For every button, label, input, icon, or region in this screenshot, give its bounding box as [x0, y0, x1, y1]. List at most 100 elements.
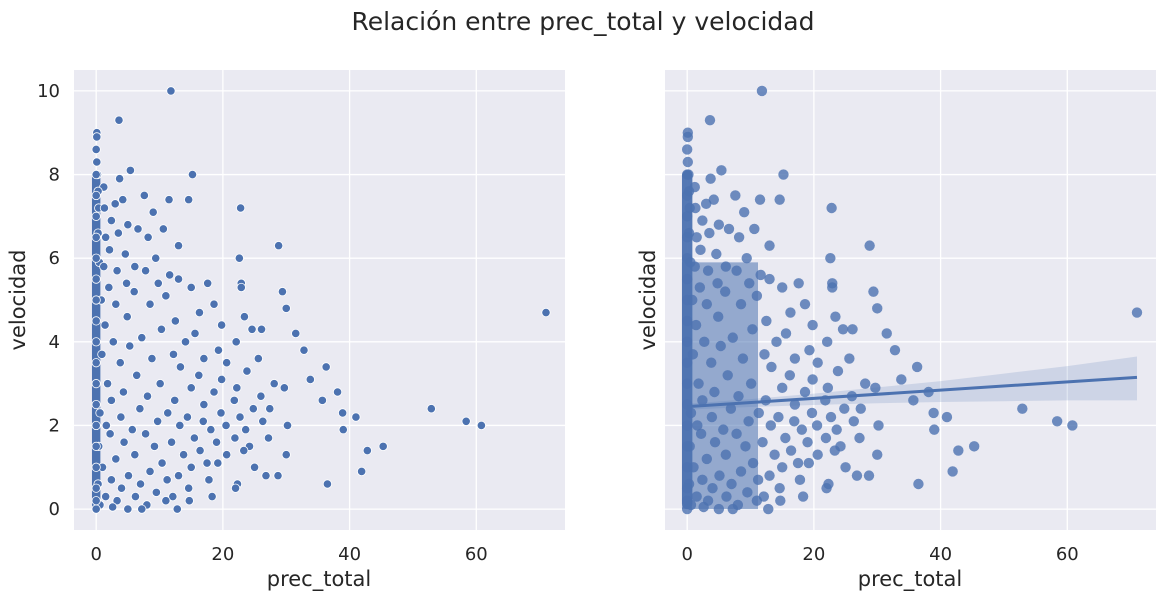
- left-data-point: [180, 337, 191, 347]
- left-data-point: [222, 358, 232, 368]
- left-data-point: [426, 404, 436, 414]
- left-data-point: [155, 379, 165, 389]
- right-data-point: [682, 131, 694, 143]
- right-data-point: [691, 491, 702, 502]
- left-data-point: [137, 504, 147, 514]
- right-data-point: [681, 273, 693, 285]
- right-data-point: [911, 361, 923, 373]
- left-data-point: [106, 475, 116, 485]
- left-data-point: [476, 420, 486, 431]
- left-data-point: [182, 412, 193, 422]
- left-data-point: [111, 299, 121, 309]
- right-data-point: [881, 328, 892, 339]
- right-data-point: [727, 332, 738, 343]
- left-data-point: [263, 433, 274, 443]
- right-data-point: [766, 361, 777, 373]
- left-y-tick-label-0: 0: [49, 499, 60, 520]
- left-data-point: [165, 270, 175, 280]
- right-data-point: [727, 503, 738, 515]
- right-data-point: [872, 449, 883, 460]
- left-data-point: [338, 408, 348, 418]
- left-data-point: [110, 199, 120, 209]
- left-data-point: [91, 358, 101, 368]
- left-data-point: [130, 261, 140, 272]
- right-data-point: [681, 482, 693, 494]
- left-data-point: [142, 391, 153, 401]
- left-data-point: [147, 353, 157, 364]
- left-data-point: [112, 266, 122, 276]
- left-data-point: [274, 241, 284, 251]
- right-data-point: [744, 278, 755, 289]
- right-data-point: [803, 457, 815, 469]
- right-data-point: [789, 416, 800, 427]
- left-data-point: [231, 337, 241, 347]
- right-data-point: [681, 144, 693, 155]
- right-data-point: [825, 252, 836, 264]
- left-data-point: [158, 224, 168, 234]
- right-data-point: [706, 411, 718, 423]
- left-data-point: [166, 437, 177, 447]
- left-x-tick-label-20: 20: [211, 544, 234, 565]
- right-data-point: [747, 457, 759, 469]
- left-data-point: [156, 324, 167, 334]
- left-data-point: [216, 408, 226, 418]
- left-data-point: [291, 328, 301, 339]
- right-data-point: [794, 474, 806, 486]
- left-data-point: [338, 425, 348, 435]
- left-data-point: [541, 307, 551, 318]
- right-data-point: [731, 428, 742, 440]
- right-subplot: 0 20 40 60 prec_total velocidad: [636, 70, 1156, 592]
- left-data-point: [91, 496, 101, 506]
- right-data-point: [844, 353, 855, 364]
- right-data-point: [870, 382, 881, 394]
- left-data-point: [112, 496, 122, 506]
- right-data-point: [731, 265, 742, 276]
- right-data-point: [718, 424, 729, 435]
- right-data-point: [697, 474, 708, 486]
- left-data-point: [161, 496, 171, 506]
- left-data-point: [247, 324, 257, 334]
- left-data-point: [170, 395, 180, 405]
- right-data-point: [792, 457, 804, 469]
- left-data-point: [230, 483, 241, 493]
- right-data-point: [896, 374, 907, 385]
- left-data-point: [91, 232, 101, 242]
- left-data-point: [209, 387, 219, 397]
- right-data-point: [697, 395, 708, 406]
- left-data-point: [105, 429, 115, 439]
- left-data-point: [91, 190, 101, 201]
- left-data-point: [195, 445, 205, 456]
- left-data-point: [97, 349, 107, 359]
- left-data-point: [281, 303, 291, 313]
- left-data-point: [99, 261, 109, 272]
- right-data-point: [827, 282, 838, 293]
- right-data-point: [753, 407, 764, 419]
- left-data-point: [129, 287, 139, 297]
- left-data-point: [91, 253, 101, 263]
- left-data-point: [217, 320, 227, 330]
- right-data-point: [780, 432, 791, 444]
- left-data-point: [172, 504, 182, 514]
- right-data-point: [745, 378, 757, 389]
- left-data-point: [236, 203, 246, 213]
- right-data-point: [737, 353, 749, 364]
- right-y-axis-label: velocidad: [636, 250, 660, 351]
- right-data-point: [820, 432, 832, 444]
- right-data-point: [747, 324, 758, 335]
- left-data-point: [362, 445, 372, 456]
- right-data-point: [738, 206, 750, 218]
- left-data-point: [122, 312, 132, 322]
- right-data-point: [681, 503, 693, 515]
- right-data-point: [751, 495, 763, 506]
- right-data-point: [701, 453, 713, 465]
- left-data-point: [145, 466, 155, 477]
- left-data-point: [92, 157, 102, 167]
- right-data-point: [765, 420, 777, 431]
- right-data-point: [784, 370, 796, 381]
- right-regression-line: [687, 375, 1138, 409]
- right-data-point: [777, 282, 788, 293]
- right-data-point: [713, 503, 725, 515]
- right-data-point: [764, 273, 775, 285]
- left-data-point: [140, 266, 151, 276]
